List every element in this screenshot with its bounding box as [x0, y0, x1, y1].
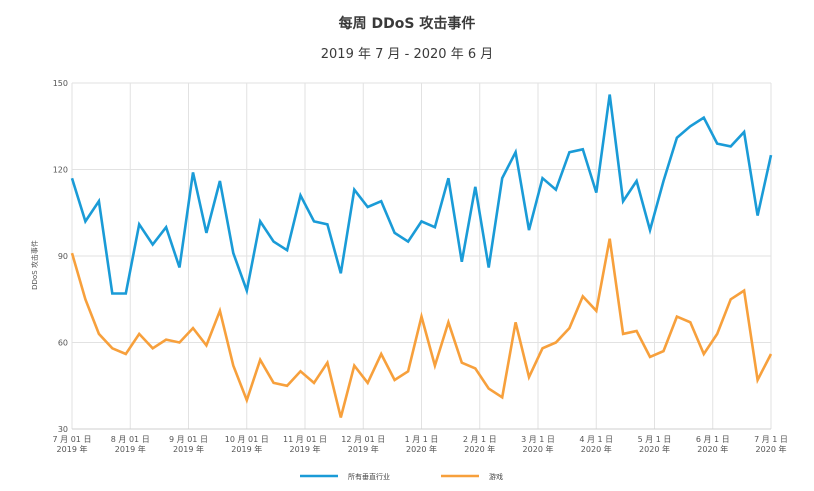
- x-tick-label: 11 月 01 日: [283, 435, 327, 444]
- legend-label-1: 所有垂直行业: [348, 472, 390, 481]
- legend-label-2: 游戏: [489, 472, 503, 481]
- x-tick-label: 2020 年: [639, 444, 670, 454]
- y-tick-label: 120: [53, 166, 68, 175]
- x-tick-label: 2020 年: [523, 444, 554, 454]
- y-tick-label: 60: [58, 339, 68, 348]
- x-tick-label: 1 月 1 日: [405, 435, 439, 444]
- y-tick-label: 90: [58, 252, 68, 261]
- series-line-2: [70, 238, 773, 418]
- y-axis: 30 60 90 120 150: [53, 79, 68, 434]
- x-tick-label: 2020 年: [464, 444, 495, 454]
- x-tick-label: 2019 年: [348, 444, 379, 454]
- y-tick-label: 150: [53, 79, 68, 88]
- x-tick-label: 2019 年: [231, 444, 262, 454]
- x-tick-label: 6 月 1 日: [696, 435, 730, 444]
- x-tick-label: 2019 年: [173, 444, 204, 454]
- x-tick-label: 7 月 1 日: [754, 435, 788, 444]
- series-line-1: [70, 94, 773, 296]
- x-tick-label: 12 月 01 日: [341, 435, 385, 444]
- x-tick-label: 2 月 1 日: [463, 435, 497, 444]
- plot-area: [70, 94, 773, 418]
- x-tick-label: 7 月 01 日: [53, 435, 92, 444]
- x-tick-label: 2019 年: [290, 444, 321, 454]
- x-tick-label: 4 月 1 日: [579, 435, 613, 444]
- x-tick-label: 2020 年: [756, 444, 787, 454]
- x-tick-label: 3 月 1 日: [521, 435, 555, 444]
- x-tick-label: 2019 年: [57, 444, 88, 454]
- legend: 所有垂直行业 游戏: [300, 472, 503, 481]
- y-tick-label: 30: [58, 425, 68, 434]
- y-axis-label: DDoS 攻击事件: [30, 240, 39, 290]
- grid: [71, 82, 772, 430]
- x-tick-label: 2020 年: [581, 444, 612, 454]
- x-tick-label: 2020 年: [697, 444, 728, 454]
- x-tick-label: 10 月 01 日: [225, 435, 269, 444]
- x-tick-label: 8 月 01 日: [111, 435, 150, 444]
- x-tick-label: 5 月 1 日: [638, 435, 672, 444]
- x-tick-label: 2020 年: [406, 444, 437, 454]
- x-tick-label: 2019 年: [115, 444, 146, 454]
- x-tick-label: 9 月 01 日: [169, 435, 208, 444]
- chart-title: 每周 DDoS 攻击事件: [339, 15, 476, 32]
- chart-subtitle: 2019 年 7 月 - 2020 年 6 月: [321, 47, 493, 62]
